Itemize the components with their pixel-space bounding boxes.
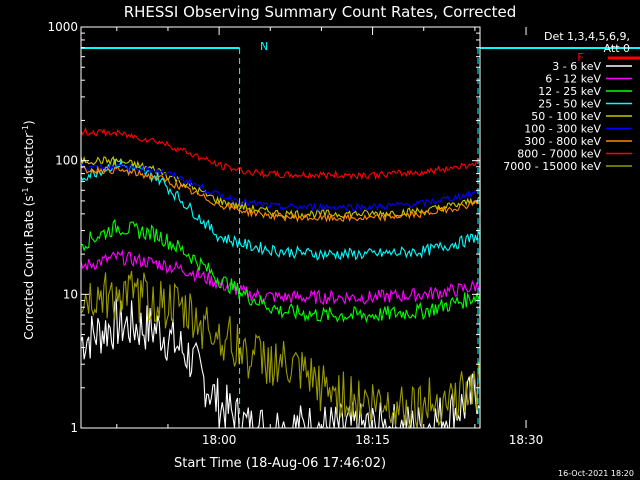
legend-label-6: 300 - 800 keV [524, 135, 601, 148]
timestamp: 16-Oct-2021 18:20 [558, 469, 634, 478]
legend-label-7: 800 - 7000 keV [517, 148, 601, 161]
x-axis-label: Start Time (18-Aug-06 17:46:02) [174, 456, 386, 471]
y-axis-label-sup2: -1 [21, 125, 30, 133]
x-tick-label: 18:30 [509, 433, 544, 447]
legend-label-3: 25 - 50 keV [538, 98, 601, 111]
y-tick-label: 1 [70, 421, 78, 435]
annot-label-f: F [577, 51, 583, 64]
y-axis-label-end: ) [22, 120, 36, 125]
y-axis-label: Corrected Count Rate (s-1 detector-1) [21, 120, 36, 339]
legend-label-8: 7000 - 15000 keV [503, 160, 601, 173]
annotation-layer: NFS [81, 40, 640, 428]
y-tick-label: 100 [55, 154, 78, 168]
y-tick-label: 10 [63, 287, 78, 301]
legend-label-4: 50 - 100 keV [531, 110, 601, 123]
legend-label-0: 3 - 6 keV [552, 60, 601, 73]
y-axis-label-sup1: -1 [21, 187, 30, 195]
y-axis-label-main: Corrected Count Rate (s [22, 195, 36, 339]
legend-label-1: 6 - 12 keV [545, 73, 601, 86]
legend-header-2: Att 0 [604, 42, 630, 55]
y-tick-label: 1000 [47, 20, 78, 34]
y-axis-label-mid: detector [22, 133, 36, 188]
legend-label-5: 100 - 300 keV [524, 123, 601, 136]
annot-label-n: N [260, 40, 268, 53]
x-tick-label: 18:00 [202, 433, 237, 447]
legend-header-1: Det 1,3,4,5,6,9, [544, 30, 630, 43]
plot-frame [80, 26, 481, 429]
chart-title: RHESSI Observing Summary Count Rates, Co… [124, 3, 517, 21]
legend-label-2: 12 - 25 keV [538, 85, 601, 98]
x-tick-label: 18:15 [355, 433, 390, 447]
